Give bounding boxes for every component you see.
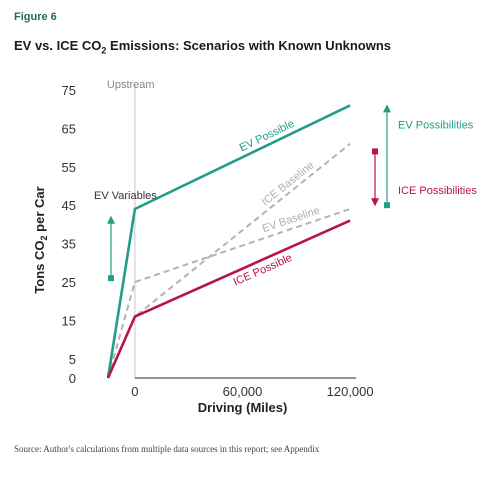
y-tick-label: 25 xyxy=(62,275,76,290)
y-tick-label: 45 xyxy=(62,198,76,213)
y-tick-label: 65 xyxy=(62,121,76,136)
y-tick-label: 0 xyxy=(69,371,76,386)
series-line-ev-baseline xyxy=(107,208,351,379)
y-tick-label: 5 xyxy=(69,352,76,367)
x-tick-label: 120,000 xyxy=(327,384,374,399)
ev-possibilities-arrow-marker xyxy=(384,202,390,209)
ice-possibilities-arrow-marker xyxy=(372,148,378,155)
series-line-ice-possible xyxy=(106,219,351,379)
series-label: ICE Baseline xyxy=(259,159,316,208)
y-tick-label: 15 xyxy=(62,313,76,328)
x-axis-title: Driving (Miles) xyxy=(198,400,288,415)
series-label: EV Baseline xyxy=(261,205,322,236)
chart-title: EV vs. ICE CO2 Emissions: Scenarios with… xyxy=(14,38,392,56)
source-note: Source: Author's calculations from multi… xyxy=(14,444,320,454)
x-tick-label: 0 xyxy=(131,384,138,399)
series-line-ice-baseline xyxy=(107,143,351,379)
y-tick-label: 55 xyxy=(62,160,76,175)
upstream-label: Upstream xyxy=(107,79,155,91)
ev-variables-label: EV Variables xyxy=(94,190,157,202)
ev-variables-arrow-marker xyxy=(108,275,114,282)
ev-possibilities-arrow-arrowhead xyxy=(383,104,391,113)
ice-possibilities-label: ICE Possibilities xyxy=(398,185,477,197)
ev-variables-arrow-arrowhead xyxy=(107,215,115,224)
ice-possibilities-arrow-arrowhead xyxy=(371,198,379,207)
figure-label: Figure 6 xyxy=(14,11,57,23)
y-tick-label: 35 xyxy=(62,237,76,252)
ev-possibilities-label: EV Possibilities xyxy=(398,120,474,132)
x-tick-label: 60,000 xyxy=(223,384,263,399)
series-line-ev-possible xyxy=(106,104,351,379)
y-axis-title: Tons CO2 per Car xyxy=(32,186,49,293)
y-tick-label: 75 xyxy=(62,83,76,98)
